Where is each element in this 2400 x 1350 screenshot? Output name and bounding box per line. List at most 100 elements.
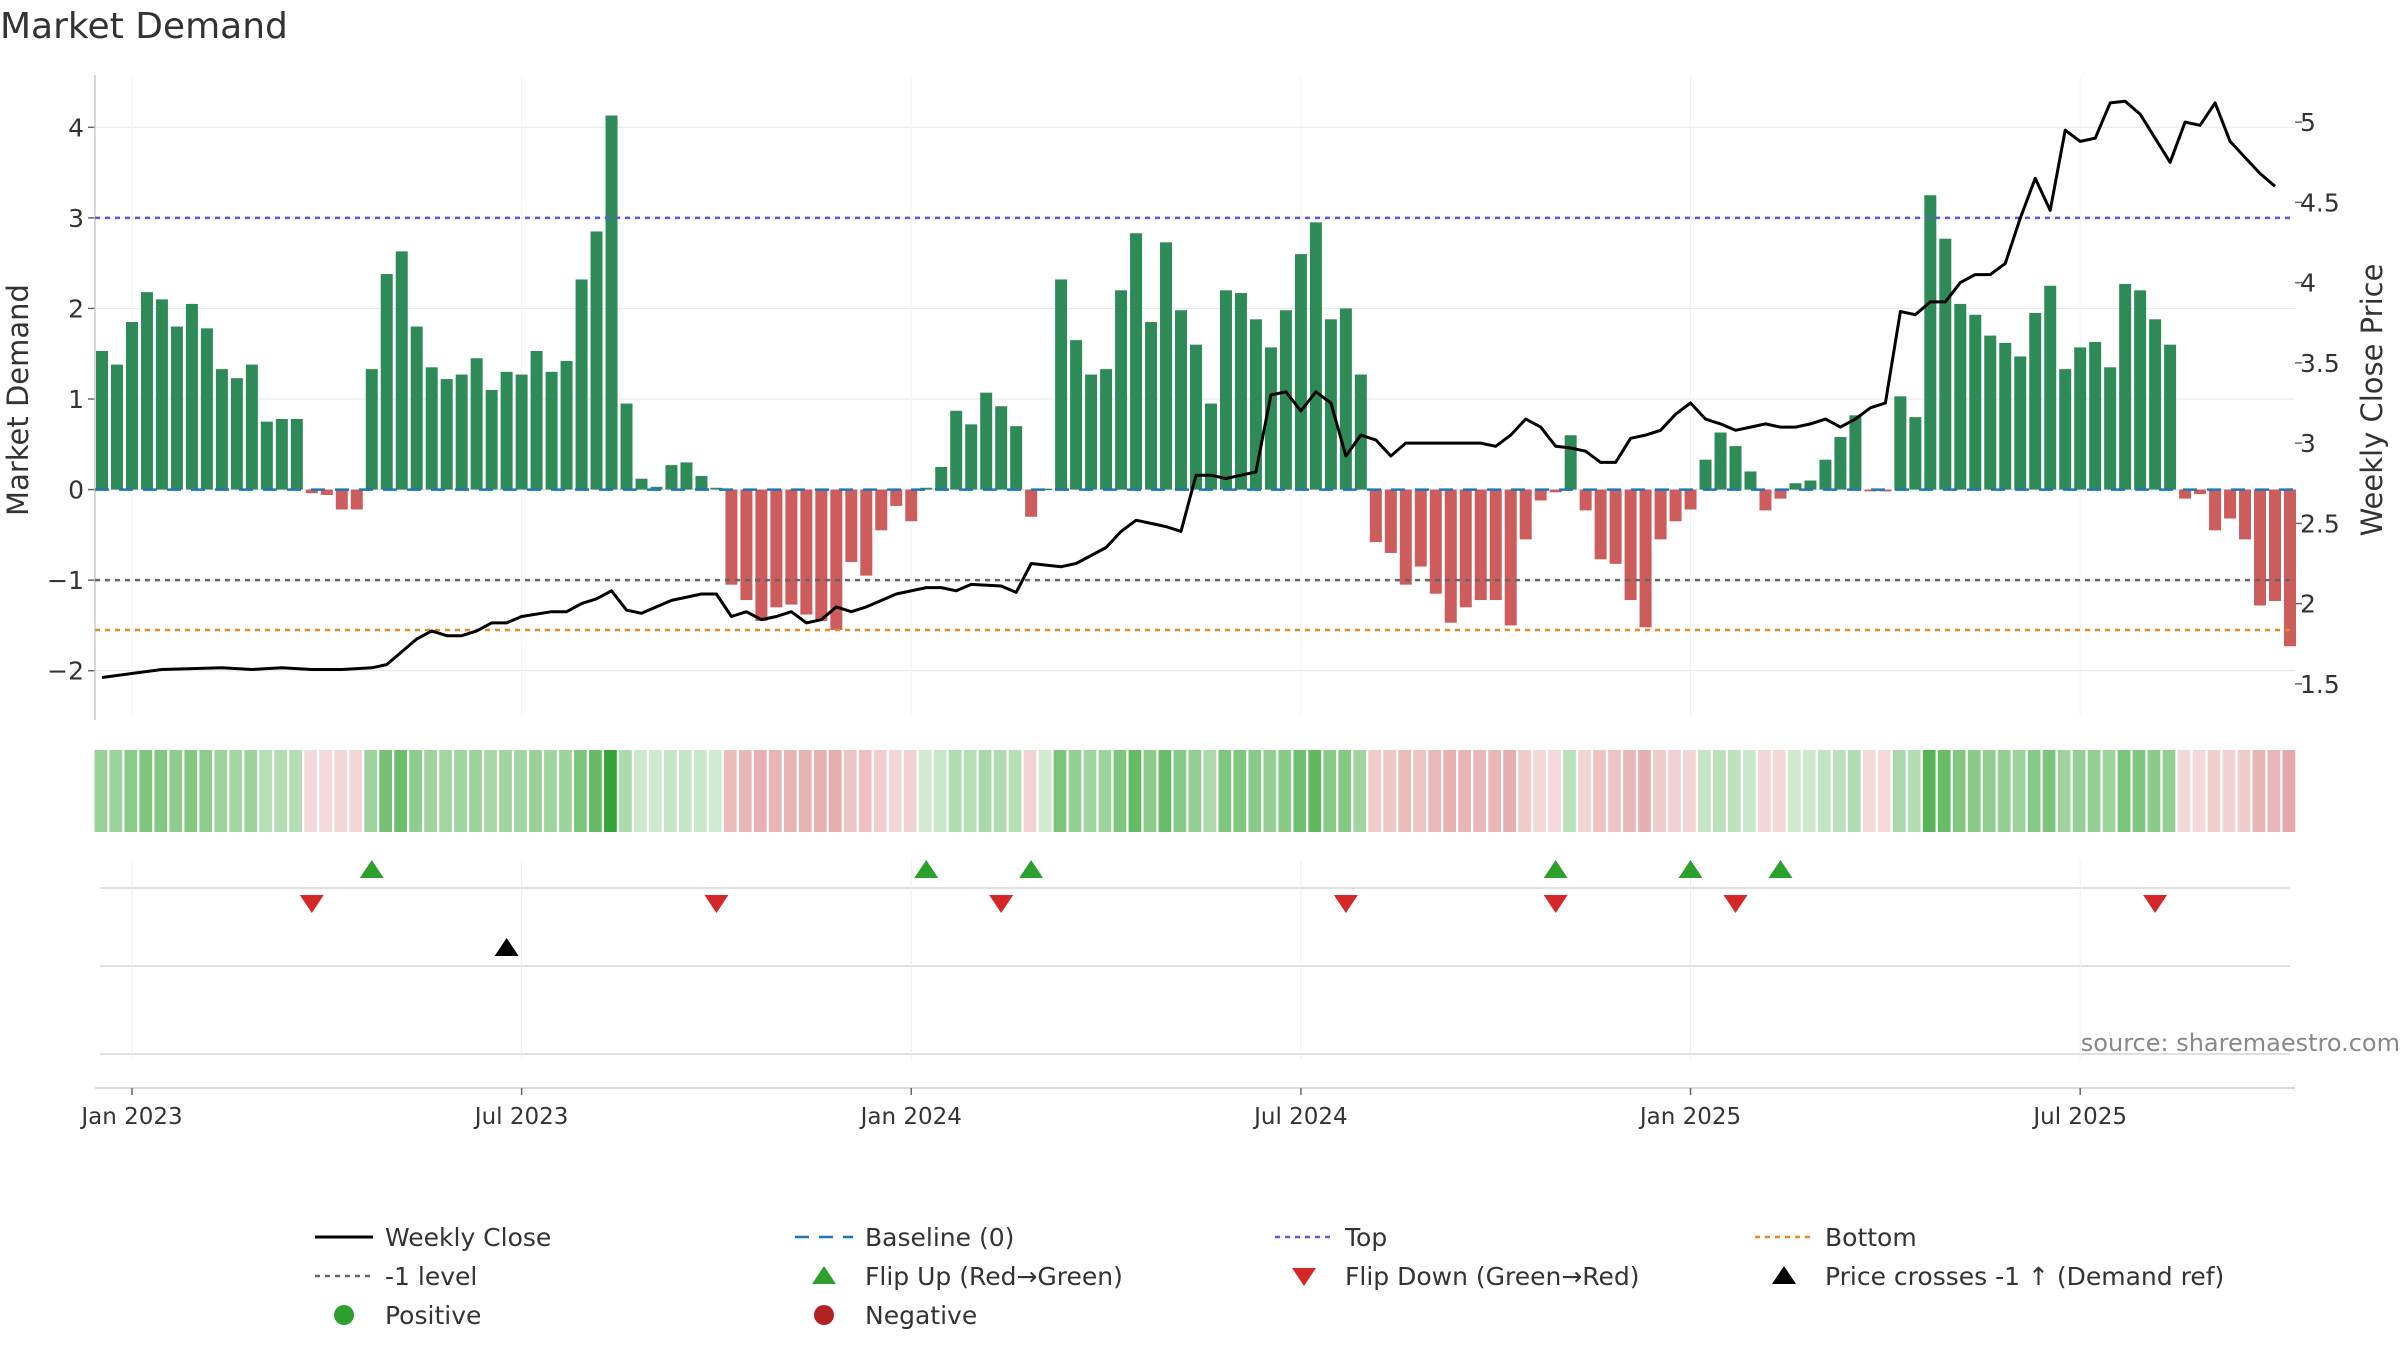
heat-cell xyxy=(1698,750,1711,832)
demand-bar xyxy=(1234,293,1247,490)
heat-cell xyxy=(1368,750,1382,832)
legend-swatch xyxy=(812,1266,836,1284)
heat-cell xyxy=(2117,750,2131,832)
demand-bar xyxy=(395,251,408,490)
heat-cell xyxy=(469,750,482,832)
heat-cell xyxy=(2132,750,2146,832)
heat-cell xyxy=(229,750,243,832)
legend-label: Flip Down (Green→Red) xyxy=(1345,1262,1640,1291)
demand-bar xyxy=(425,367,438,490)
demand-bar xyxy=(515,374,528,490)
heat-cell xyxy=(499,750,512,832)
heat-cell xyxy=(1488,750,1501,832)
demand-bar xyxy=(335,489,348,510)
heat-cell xyxy=(888,750,902,832)
heat-cell xyxy=(1683,750,1696,832)
demand-bar xyxy=(1115,290,1128,490)
heat-cell xyxy=(1967,750,1981,832)
y2-axis-ticks: 5 4.5 4 3.5 3 2.5 2 1.5 xyxy=(2295,108,2340,699)
heat-cell xyxy=(708,750,722,832)
demand-bar xyxy=(635,478,648,490)
heat-cell xyxy=(1428,750,1442,832)
heat-cell xyxy=(1188,750,1202,832)
flip-up-marker xyxy=(359,860,384,878)
heat-cell xyxy=(1293,750,1307,832)
heat-cell xyxy=(1128,750,1142,832)
demand-bar xyxy=(560,360,573,490)
legend-item-baseline: Baseline (0) xyxy=(795,1223,1014,1252)
heat-cell xyxy=(1398,750,1412,832)
demand-bar xyxy=(1354,374,1367,490)
flip-down-marker xyxy=(989,895,1014,913)
demand-bar xyxy=(1819,459,1832,490)
flip-down-marker xyxy=(1333,895,1358,913)
demand-bar xyxy=(1534,489,1547,501)
heat-cell xyxy=(1038,750,1052,832)
heat-cell xyxy=(2102,750,2116,832)
heat-cell xyxy=(319,750,333,832)
heat-cell xyxy=(1713,750,1726,832)
y2-tick-label: 2 xyxy=(2300,590,2316,619)
heat-cell xyxy=(813,750,827,832)
flip-down-marker xyxy=(1723,895,1748,913)
heat-cell xyxy=(2012,750,2026,832)
demand-bar xyxy=(1040,488,1053,491)
demand-bar xyxy=(545,371,558,490)
legend-label: Baseline (0) xyxy=(865,1223,1014,1252)
legend-label: Top xyxy=(1344,1223,1387,1252)
demand-bar xyxy=(1369,489,1382,543)
heat-cell xyxy=(2177,750,2191,832)
legend-swatch xyxy=(334,1305,354,1325)
heat-cell xyxy=(1503,750,1516,832)
flip-down-marker xyxy=(299,895,324,913)
demand-bar xyxy=(125,322,138,490)
demand-bar xyxy=(1639,489,1652,628)
demand-bar xyxy=(1879,489,1892,492)
demand-bar xyxy=(1309,222,1322,490)
legend-item-bottom: Bottom xyxy=(1755,1223,1917,1252)
legend-item-cross: Price crosses -1 ↑ (Demand ref) xyxy=(1772,1262,2224,1291)
demand-bar xyxy=(1085,374,1098,490)
heat-cell xyxy=(604,750,617,832)
demand-bar xyxy=(695,475,708,490)
demand-bar xyxy=(1684,489,1697,510)
flip-down-marker xyxy=(704,895,729,913)
demand-bar xyxy=(230,378,243,490)
demand-bar xyxy=(875,489,888,531)
demand-bar xyxy=(2104,367,2117,490)
heat-cell xyxy=(993,750,1007,832)
weekly-close-series xyxy=(101,99,2276,679)
x-tick-label: Jul 2025 xyxy=(2031,1104,2127,1130)
demand-bar xyxy=(1624,489,1637,601)
heat-cell xyxy=(738,750,752,832)
demand-bar xyxy=(1399,489,1412,585)
demand-bar xyxy=(2089,341,2102,490)
y-tick-label: −1 xyxy=(47,566,84,595)
demand-bar xyxy=(860,489,873,576)
heat-cell xyxy=(364,750,377,832)
heat-cell xyxy=(1518,750,1531,832)
y-tick-label: 4 xyxy=(68,113,84,142)
heat-cell xyxy=(798,750,812,832)
demand-bar xyxy=(365,369,378,490)
legend-label: Negative xyxy=(865,1301,977,1330)
demand-bar xyxy=(1025,489,1038,517)
y-tick-label: 3 xyxy=(68,204,84,233)
heat-cell xyxy=(169,750,183,832)
heat-cell xyxy=(2192,750,2206,832)
heat-cell xyxy=(918,750,932,832)
signal-rows xyxy=(100,860,2290,1060)
demand-bar xyxy=(1594,489,1607,560)
legend-item-negative: Negative xyxy=(814,1301,977,1330)
demand-bar xyxy=(1954,303,1967,490)
heat-cell xyxy=(1218,750,1232,832)
demand-bar xyxy=(1219,290,1232,490)
demand-bar xyxy=(455,374,468,490)
demand-bar xyxy=(1729,446,1742,490)
x-tick-label: Jul 2023 xyxy=(473,1104,569,1130)
heat-cell xyxy=(1533,750,1546,832)
demand-bar xyxy=(1969,314,1982,490)
demand-bar xyxy=(2284,489,2296,647)
heat-cell xyxy=(289,750,303,832)
